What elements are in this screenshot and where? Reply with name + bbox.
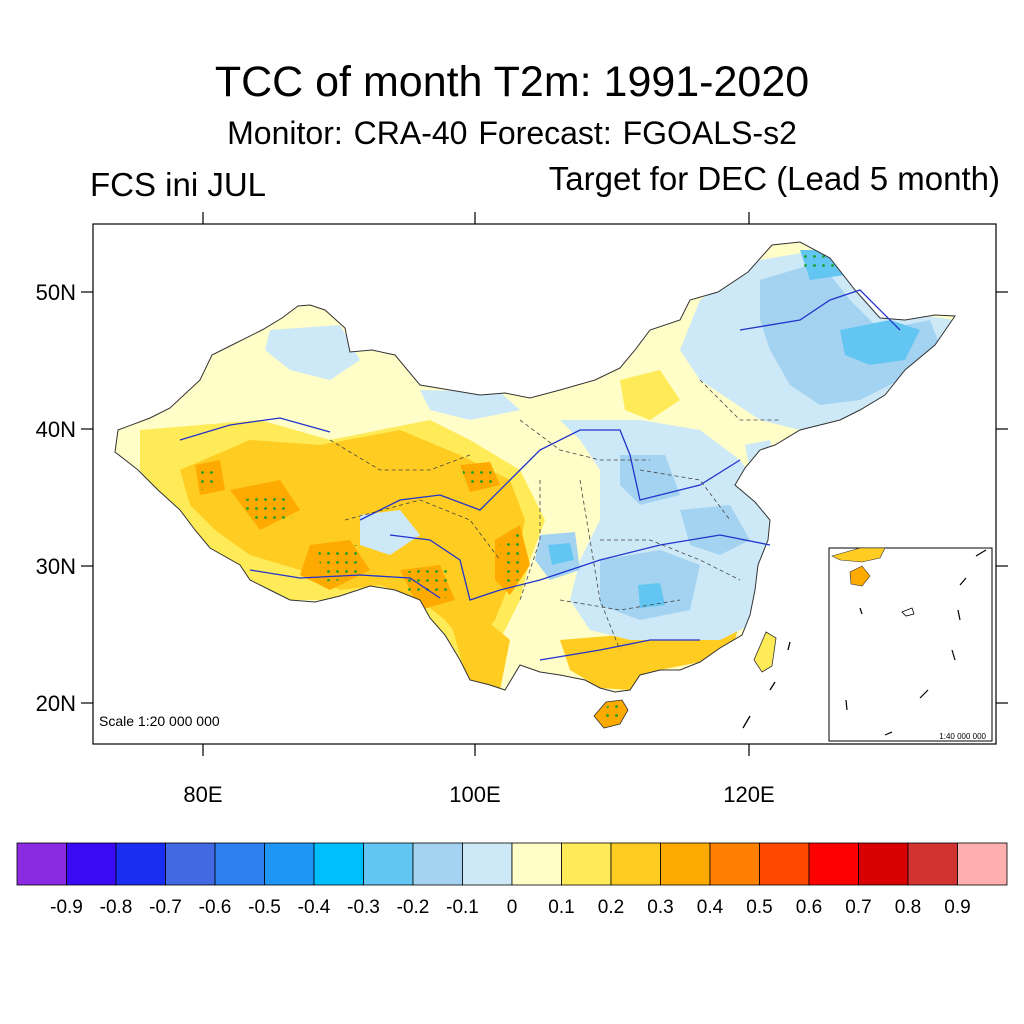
colorbar-swatch bbox=[115, 842, 166, 886]
colorbar-swatch bbox=[462, 842, 513, 886]
colorbar-swatch bbox=[907, 842, 958, 886]
colorbar-tick-label: -0.4 bbox=[298, 897, 331, 918]
colorbar-swatch bbox=[858, 842, 909, 886]
lat-label: 20N bbox=[36, 691, 76, 716]
colorbar-swatch bbox=[610, 842, 661, 886]
lat-label: 30N bbox=[36, 554, 76, 579]
colorbar-tick-label: 0.3 bbox=[647, 897, 673, 918]
axis-ticks bbox=[81, 212, 1008, 756]
colorbar-tick-label: 0.1 bbox=[548, 897, 574, 918]
colorbar-swatch bbox=[363, 842, 414, 886]
colorbar-tick-label: -0.6 bbox=[199, 897, 232, 918]
river-tarim bbox=[179, 417, 331, 441]
colorbar-tick-label: 0.7 bbox=[845, 897, 871, 918]
colorbar-swatch bbox=[264, 842, 315, 886]
colorbar-swatch bbox=[511, 842, 562, 886]
colorbar-swatch bbox=[759, 842, 810, 886]
china-outline bbox=[114, 241, 956, 693]
colorbar-tick-label: -0.9 bbox=[50, 897, 83, 918]
colorbar-swatch bbox=[66, 842, 117, 886]
scale-label: Scale 1:20 000 000 bbox=[99, 713, 220, 729]
colorbar-swatch bbox=[313, 842, 364, 886]
colorbar-tick-label: 0.8 bbox=[895, 897, 921, 918]
river-pearl bbox=[539, 639, 700, 661]
colorbar-tick-label: 0.4 bbox=[697, 897, 724, 918]
lon-label: 100E bbox=[449, 782, 500, 807]
colorbar-tick-label: -0.3 bbox=[347, 897, 380, 918]
colorbar-swatch bbox=[412, 842, 463, 886]
colorbar-swatch bbox=[660, 842, 711, 886]
colorbar-tick-label: -0.7 bbox=[149, 897, 182, 918]
colorbar-tick-label: -0.5 bbox=[248, 897, 281, 918]
lon-label: 120E bbox=[723, 782, 774, 807]
colorbar-tick-label: 0.2 bbox=[598, 897, 624, 918]
colorbar-swatch bbox=[16, 842, 67, 886]
lat-label: 40N bbox=[36, 417, 76, 442]
colorbar-tick-label: 0.9 bbox=[944, 897, 970, 918]
colorbar-swatch bbox=[165, 842, 216, 886]
colorbar-tick-label: -0.2 bbox=[397, 897, 430, 918]
init-label: FCS ini JUL bbox=[90, 166, 267, 203]
colorbar-tick-label: -0.1 bbox=[446, 897, 479, 918]
colorbar-swatch bbox=[808, 842, 859, 886]
colorbar-swatch bbox=[214, 842, 265, 886]
colorbar-swatch bbox=[957, 842, 1008, 886]
colorbar-tick-label: 0.5 bbox=[746, 897, 772, 918]
colorbar-swatch bbox=[561, 842, 612, 886]
colorbar-tick-label: -0.8 bbox=[100, 897, 133, 918]
colorbar-tick-label: 0 bbox=[507, 897, 518, 918]
river-yarlung bbox=[249, 569, 441, 599]
chart-subtitle: Monitor: CRA-40 Forecast: FGOALS-s2 bbox=[227, 115, 797, 151]
river-heilong bbox=[739, 289, 901, 331]
target-label: Target for DEC (Lead 5 month) bbox=[548, 160, 1000, 197]
lat-label: 50N bbox=[36, 280, 76, 305]
colorbar-tick-label: 0.6 bbox=[796, 897, 822, 918]
province-borders bbox=[329, 379, 780, 651]
river-yellow bbox=[359, 429, 741, 521]
lon-label: 80E bbox=[183, 782, 222, 807]
colorbar-swatch bbox=[709, 842, 760, 886]
colorbar: -0.9 -0.8 -0.7 -0.6 -0.5 -0.4 -0.3 -0.2 -0.1 0 0.1… bbox=[16, 842, 1008, 918]
taiwan-island bbox=[753, 631, 777, 673]
river-yangtze bbox=[389, 534, 771, 601]
south-china-sea-inset: 1:40 000 000 bbox=[828, 547, 993, 742]
chart-title: TCC of month T2m: 1991-2020 bbox=[214, 58, 810, 106]
inset-scale-label: 1:40 000 000 bbox=[939, 732, 986, 741]
